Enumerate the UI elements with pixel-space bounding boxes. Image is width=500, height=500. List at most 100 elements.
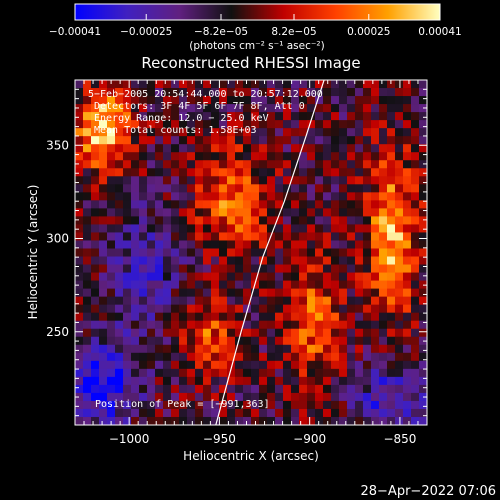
heatmap-cell	[371, 240, 380, 250]
heatmap-cell	[75, 240, 84, 250]
heatmap-cell	[163, 400, 172, 410]
heatmap-cell	[323, 184, 332, 193]
heatmap-cell	[91, 232, 100, 242]
heatmap-cell	[395, 304, 404, 314]
heatmap-cell	[283, 104, 292, 113]
heatmap-cell	[203, 224, 212, 234]
heatmap-cell	[171, 128, 180, 137]
heatmap-cell	[171, 272, 180, 282]
heatmap-cell	[235, 96, 244, 105]
heatmap-cell	[307, 400, 316, 410]
heatmap-cell	[299, 192, 308, 201]
heatmap-cell	[379, 328, 388, 338]
heatmap-cell	[123, 352, 132, 362]
heatmap-cell	[123, 128, 132, 137]
heatmap-cell	[131, 248, 140, 258]
y-tick-label: 300	[46, 232, 69, 246]
heatmap-cell	[139, 264, 148, 274]
heatmap-cell	[195, 320, 204, 330]
heatmap-cell	[339, 168, 348, 177]
heatmap-cell	[155, 272, 164, 282]
heatmap-cell	[131, 312, 140, 322]
heatmap-cell	[315, 256, 324, 266]
heatmap-cell	[323, 128, 332, 137]
heatmap-cell	[371, 152, 380, 161]
heatmap-cell	[99, 200, 108, 209]
heatmap-cell	[91, 152, 100, 161]
heatmap-cell	[195, 328, 204, 338]
heatmap-cell	[307, 272, 316, 282]
heatmap-cell	[187, 128, 196, 137]
heatmap-cell	[267, 304, 276, 314]
heatmap-cell	[347, 200, 356, 209]
heatmap-cell	[219, 88, 228, 97]
heatmap-cell	[123, 320, 132, 330]
heatmap-cell	[283, 256, 292, 266]
heatmap-cell	[251, 128, 260, 137]
heatmap-cell	[363, 96, 372, 105]
heatmap-cell	[195, 208, 204, 217]
heatmap-cell	[235, 80, 244, 89]
heatmap-cell	[171, 392, 180, 402]
heatmap-cell	[395, 88, 404, 97]
heatmap-cell	[363, 224, 372, 234]
heatmap-cell	[131, 344, 140, 354]
heatmap-cell	[235, 120, 244, 129]
heatmap-cell	[259, 248, 268, 258]
heatmap-cell	[395, 368, 404, 378]
heatmap-cell	[139, 104, 148, 113]
heatmap-cell	[123, 360, 132, 370]
heatmap-cell	[171, 280, 180, 290]
heatmap-cell	[267, 160, 276, 169]
heatmap-cell	[75, 152, 84, 161]
heatmap-cell	[283, 80, 292, 89]
heatmap-cell	[315, 416, 324, 425]
heatmap-cell	[107, 88, 116, 97]
heatmap-cell	[163, 160, 172, 169]
heatmap-cell	[403, 392, 412, 402]
heatmap-cell	[299, 352, 308, 362]
heatmap-cell	[179, 200, 188, 209]
heatmap-cell	[83, 112, 92, 121]
heatmap-cell	[163, 200, 172, 209]
heatmap-cell	[163, 352, 172, 362]
heatmap-cell	[267, 408, 276, 418]
heatmap-cell	[131, 152, 140, 161]
heatmap-cell	[315, 368, 324, 378]
heatmap-cell	[403, 312, 412, 322]
annotation-counts: Mean Total counts: 1.58E+03	[94, 125, 257, 136]
heatmap-cell	[339, 128, 348, 137]
heatmap-cell	[123, 120, 132, 129]
heatmap-cell	[219, 216, 228, 226]
heatmap-cell	[283, 224, 292, 234]
heatmap-cell	[179, 128, 188, 137]
heatmap-cell	[195, 360, 204, 370]
heatmap-cell	[131, 104, 140, 113]
heatmap-cell	[235, 208, 244, 217]
heatmap-cell	[411, 280, 420, 290]
heatmap-cell	[315, 192, 324, 201]
heatmap-cell	[395, 120, 404, 129]
heatmap-cell	[107, 80, 116, 89]
heatmap-cell	[291, 280, 300, 290]
heatmap-cell	[99, 288, 108, 298]
heatmap-cell	[107, 224, 116, 234]
heatmap-cell	[387, 416, 396, 425]
heatmap-cell	[315, 224, 324, 234]
heatmap-cell	[195, 144, 204, 153]
heatmap-cell	[131, 400, 140, 410]
annotation-time-range: 5−Feb−2005 20:54:44.000 to 20:57:12.000	[88, 89, 323, 100]
heatmap-cell	[75, 360, 84, 370]
heatmap-cell	[131, 328, 140, 338]
heatmap-cell	[131, 296, 140, 306]
heatmap-cell	[411, 336, 420, 346]
heatmap-cell	[131, 376, 140, 386]
heatmap-cell	[99, 248, 108, 258]
heatmap-cell	[307, 200, 316, 209]
heatmap-cell	[195, 344, 204, 354]
heatmap-cell	[155, 280, 164, 290]
heatmap-cell	[283, 360, 292, 370]
heatmap-cell	[315, 336, 324, 346]
heatmap-cell	[403, 96, 412, 105]
